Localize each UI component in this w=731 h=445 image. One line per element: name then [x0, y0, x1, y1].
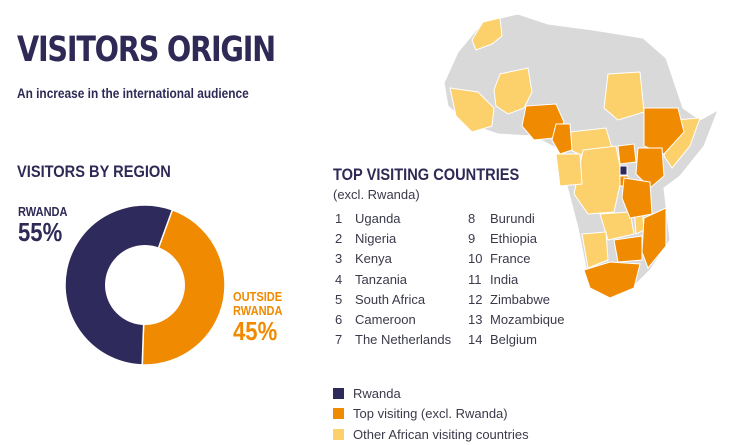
country-list-item: 7 The Netherlands [335, 332, 451, 352]
country-rank: 6 [335, 311, 343, 327]
country-list-item: 4 Tanzania [335, 272, 451, 292]
country-rank: 3 [335, 251, 343, 267]
map-country-rwanda [619, 165, 628, 176]
map-region-namibia-botswana [581, 231, 609, 269]
country-name: Mozambique [490, 311, 565, 327]
map-legend: Rwanda Top visiting (excl. Rwanda) Other… [333, 383, 529, 445]
country-rank: 5 [335, 291, 343, 307]
country-list-item: 6 Cameroon [335, 312, 451, 332]
map-country-mozambique [641, 207, 667, 269]
map-region-mali-area [493, 67, 533, 115]
legend-label-top-visiting: Top visiting (excl. Rwanda) [353, 406, 508, 422]
map-region-drc [573, 145, 623, 215]
legend-item-rwanda: Rwanda [333, 383, 529, 404]
country-rank: 14 [468, 332, 483, 348]
region-donut-chart [64, 204, 226, 366]
legend-swatch-other-african [333, 428, 344, 440]
country-name: Kenya [355, 251, 392, 267]
country-rank: 12 [468, 291, 483, 307]
map-region-sudan [603, 71, 645, 121]
country-name: The Netherlands [355, 332, 452, 348]
outside-rwanda-label: OUTSIDE RWANDA [233, 290, 283, 318]
map-country-tanzania [621, 177, 653, 219]
map-region-zambia [599, 211, 635, 241]
country-name: India [490, 271, 519, 287]
country-rank: 9 [468, 231, 476, 247]
country-list-item: 14 Belgium [468, 332, 564, 352]
map-country-cameroon [551, 123, 573, 155]
countries-section-title: TOP VISITING COUNTRIES [333, 165, 520, 184]
country-list-col-1: 1 Uganda 2 Nigeria 3 Kenya 4 Tanzania 5 South Afr… [335, 211, 451, 352]
country-rank: 1 [335, 211, 343, 226]
country-list-col-2: 8 Burundi 9 Ethiopia 10 France 11 India 12 Zimbab… [468, 211, 564, 352]
page-subtitle: An increase in the international audienc… [17, 86, 249, 101]
country-name: Cameroon [355, 311, 416, 327]
legend-swatch-rwanda [333, 387, 344, 399]
legend-item-other-african: Other African visiting countries [333, 424, 529, 445]
legend-label-other-african: Other African visiting countries [353, 426, 529, 442]
map-country-uganda [617, 143, 637, 165]
map-region-morocco [471, 17, 503, 51]
country-list-item: 1 Uganda [335, 211, 451, 231]
country-name: Ethiopia [490, 231, 537, 247]
legend-item-top-visiting: Top visiting (excl. Rwanda) [333, 404, 529, 425]
region-section-title: VISITORS BY REGION [17, 162, 171, 181]
rwanda-percentage: 55% [18, 217, 63, 247]
country-rank: 2 [335, 231, 343, 247]
map-country-south-africa [583, 261, 641, 299]
country-rank: 10 [468, 251, 483, 267]
rwanda-label: RWANDA [18, 204, 68, 219]
country-list-item: 2 Nigeria [335, 231, 451, 251]
country-list-item: 9 Ethiopia [468, 231, 564, 251]
donut-hole [105, 245, 185, 325]
outside-rwanda-percentage: 45% [233, 316, 278, 346]
country-rank: 7 [335, 332, 343, 348]
country-rank: 8 [468, 211, 476, 226]
map-country-ethiopia [643, 107, 685, 155]
countries-note: (excl. Rwanda) [333, 187, 420, 202]
country-name: Burundi [490, 211, 535, 226]
country-list-item: 3 Kenya [335, 251, 451, 271]
country-name: Zimbabwe [490, 291, 550, 307]
outside-label-line2: RWANDA [233, 303, 283, 318]
legend-label-rwanda: Rwanda [353, 385, 401, 401]
legend-swatch-top-visiting [333, 408, 344, 420]
country-list-item: 11 India [468, 272, 564, 292]
africa-map [443, 13, 719, 299]
country-name: Belgium [490, 332, 537, 348]
country-name: Tanzania [355, 271, 408, 287]
map-region-west-coast [449, 87, 495, 133]
other-african-countries [449, 17, 701, 269]
country-name: Uganda [355, 211, 401, 226]
outside-label-line1: OUTSIDE [233, 289, 283, 304]
country-list-item: 13 Mozambique [468, 312, 564, 332]
country-rank: 11 [468, 271, 482, 287]
country-rank: 4 [335, 271, 343, 287]
top-visiting-countries [521, 103, 685, 299]
country-list-item: 12 Zimbabwe [468, 292, 564, 312]
country-name: Nigeria [355, 231, 397, 247]
page-title: VISITORS ORIGIN [17, 30, 276, 70]
country-list-item: 8 Burundi [468, 211, 564, 231]
map-country-zimbabwe [613, 235, 643, 263]
country-name: South Africa [355, 291, 426, 307]
country-rank: 13 [468, 311, 483, 327]
country-list-item: 5 South Africa [335, 292, 451, 312]
map-country-kenya [635, 147, 665, 189]
country-name: France [490, 251, 531, 267]
map-region-gabon-congo [555, 153, 583, 187]
country-list-item: 10 France [468, 251, 564, 271]
